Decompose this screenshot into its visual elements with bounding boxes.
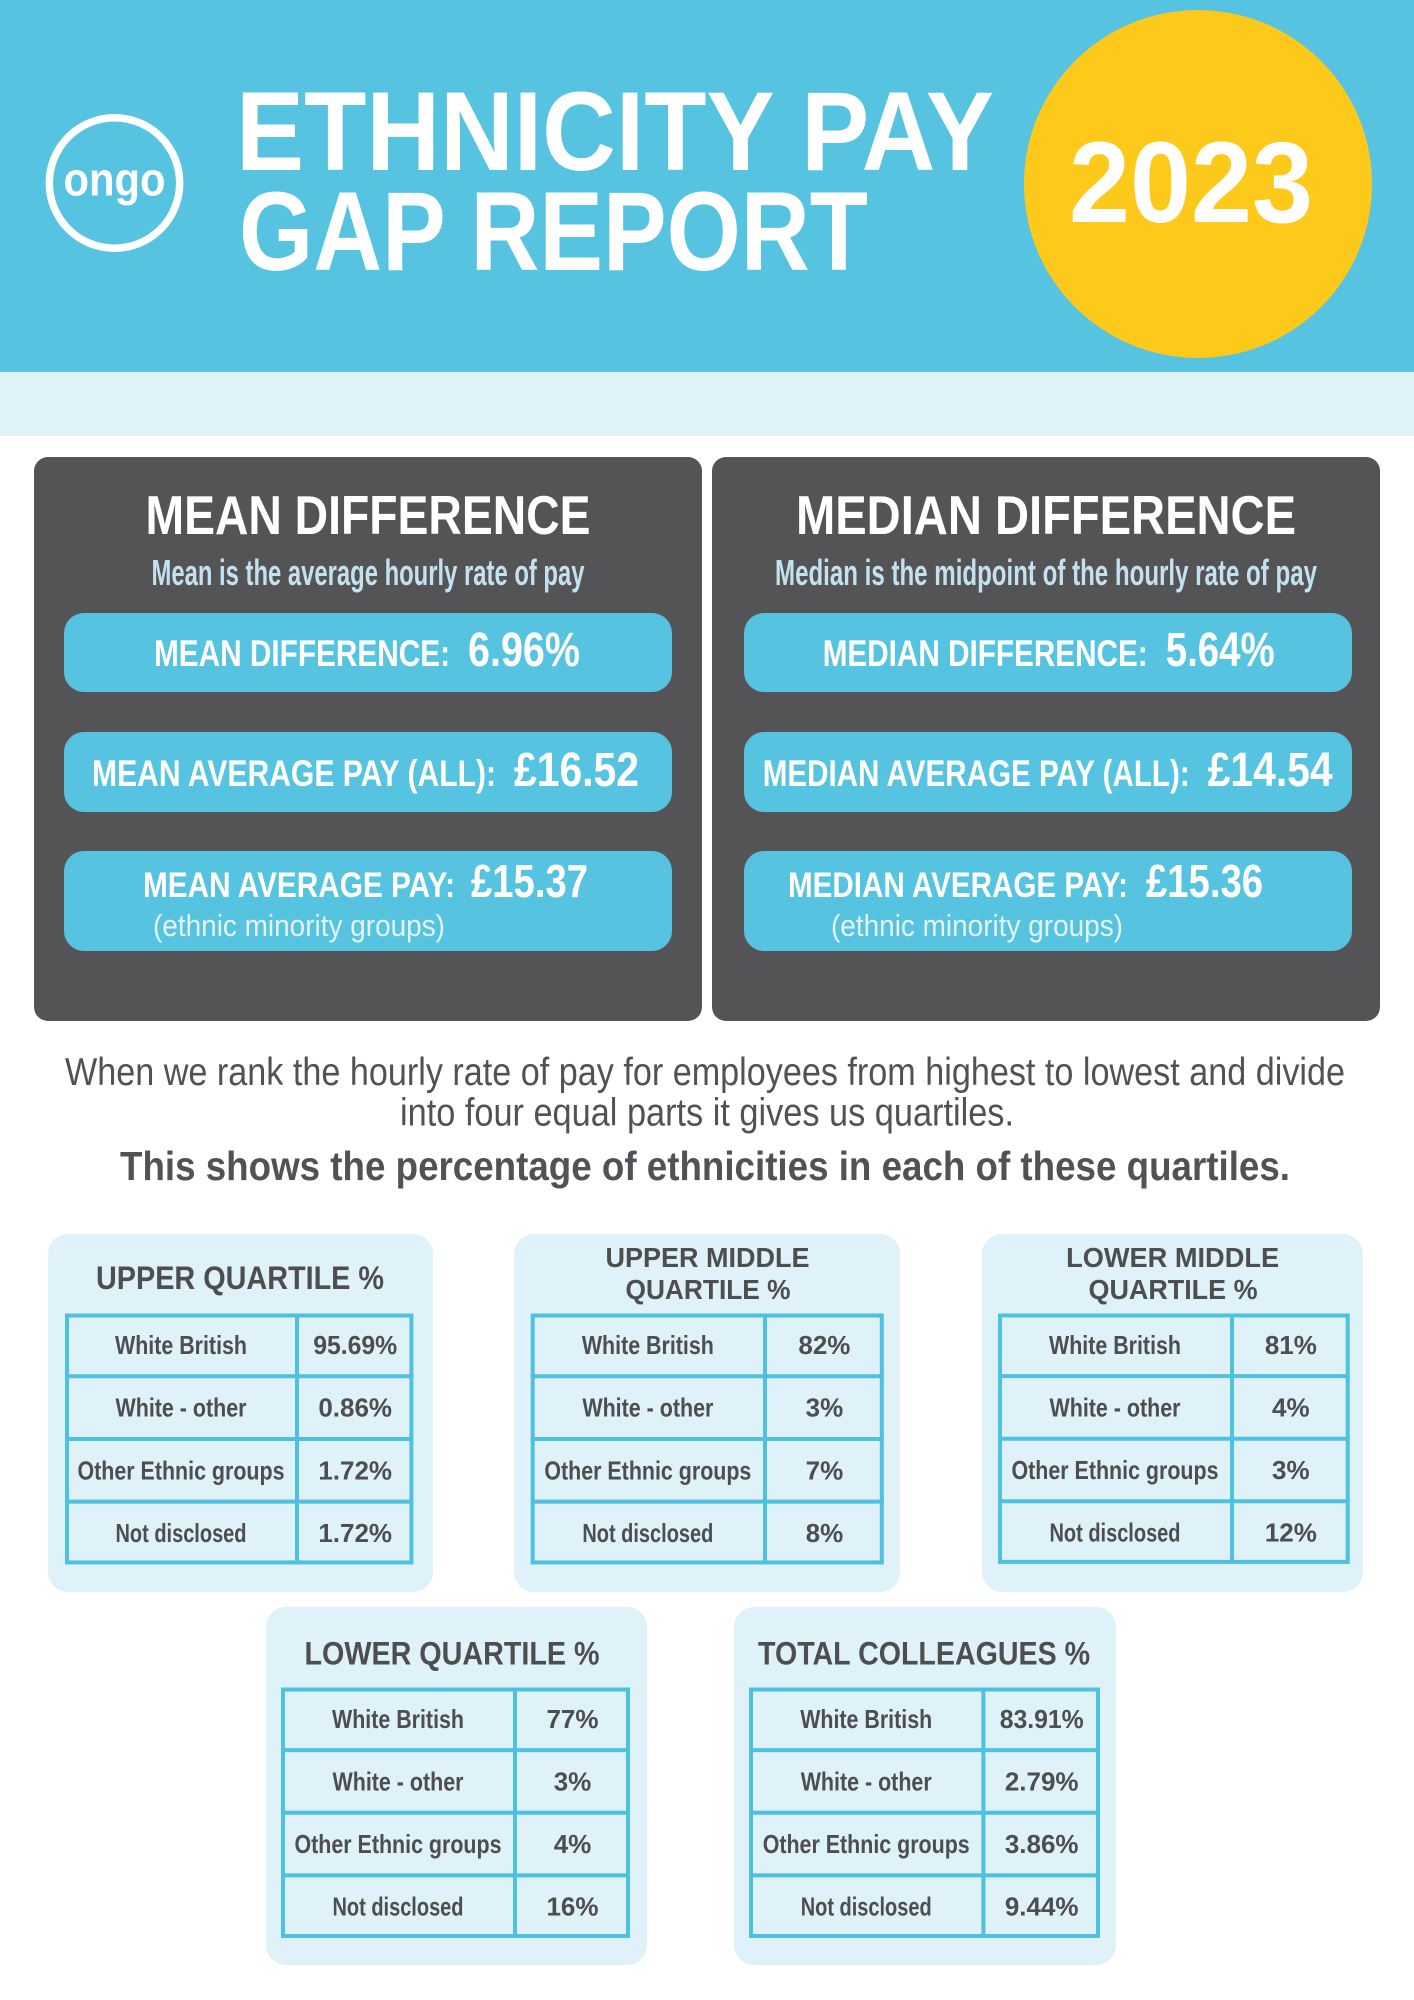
svg-text:£15.36: £15.36 — [1146, 855, 1263, 907]
svg-text:Not disclosed: Not disclosed — [333, 1892, 464, 1922]
svg-text:77%: 77% — [546, 1704, 598, 1734]
svg-text:95.69%: 95.69% — [313, 1330, 397, 1360]
svg-text:7%: 7% — [806, 1455, 844, 1485]
svg-text:into four equal parts it gives: into four equal parts it gives us quarti… — [400, 1092, 1014, 1135]
svg-text:White British: White British — [115, 1330, 247, 1360]
svg-text:LOWER QUARTILE %: LOWER QUARTILE % — [305, 1636, 600, 1672]
svg-text:£16.52: £16.52 — [514, 744, 639, 797]
svg-text:MEDIAN AVERAGE PAY:: MEDIAN AVERAGE PAY: — [788, 866, 1128, 905]
svg-text:0.86%: 0.86% — [318, 1393, 392, 1423]
svg-text:2023: 2023 — [1069, 119, 1313, 247]
svg-text:QUARTILE %: QUARTILE % — [1089, 1274, 1258, 1305]
svg-text:White - other: White - other — [582, 1393, 713, 1423]
svg-text:3%: 3% — [554, 1766, 592, 1796]
svg-text:9.44%: 9.44% — [1005, 1892, 1079, 1922]
svg-text:3%: 3% — [1272, 1455, 1310, 1485]
svg-text:White - other: White - other — [801, 1766, 932, 1796]
svg-text:(ethnic minority groups): (ethnic minority groups) — [831, 908, 1123, 943]
svg-text:ETHNICITY PAY: ETHNICITY PAY — [236, 69, 994, 194]
svg-text:QUARTILE %: QUARTILE % — [626, 1274, 791, 1305]
svg-text:Other Ethnic groups: Other Ethnic groups — [544, 1455, 751, 1485]
svg-text:When we rank the hourly rate o: When we rank the hourly rate of pay for … — [65, 1051, 1345, 1094]
svg-text:£14.54: £14.54 — [1208, 744, 1333, 797]
svg-text:Median is the midpoint of the: Median is the midpoint of the hourly rat… — [775, 552, 1317, 593]
svg-text:TOTAL COLLEAGUES %: TOTAL COLLEAGUES % — [758, 1636, 1090, 1672]
svg-text:2.79%: 2.79% — [1005, 1766, 1079, 1796]
svg-text:White British: White British — [800, 1704, 932, 1734]
svg-text:£15.37: £15.37 — [471, 855, 588, 907]
svg-text:Other Ethnic groups: Other Ethnic groups — [295, 1829, 502, 1859]
svg-text:White - other: White - other — [1050, 1392, 1181, 1422]
svg-text:GAP REPORT: GAP REPORT — [239, 169, 868, 294]
svg-text:White British: White British — [1049, 1330, 1181, 1360]
svg-text:Other Ethnic groups: Other Ethnic groups — [78, 1455, 285, 1485]
svg-text:83.91%: 83.91% — [1000, 1704, 1084, 1734]
svg-text:Mean is the average hourly rat: Mean is the average hourly rate of pay — [152, 552, 585, 593]
svg-text:MEAN DIFFERENCE:: MEAN DIFFERENCE: — [154, 633, 450, 674]
svg-text:Other Ethnic groups: Other Ethnic groups — [1012, 1455, 1219, 1485]
svg-text:This shows the percentage of e: This shows the percentage of ethnicities… — [120, 1143, 1290, 1189]
svg-text:UPPER MIDDLE: UPPER MIDDLE — [606, 1242, 810, 1273]
svg-text:81%: 81% — [1265, 1330, 1317, 1360]
svg-text:MEAN AVERAGE PAY:: MEAN AVERAGE PAY: — [143, 866, 455, 905]
svg-text:White British: White British — [582, 1330, 714, 1360]
svg-text:MEAN DIFFERENCE: MEAN DIFFERENCE — [146, 484, 591, 546]
svg-text:5.64%: 5.64% — [1166, 624, 1275, 677]
svg-text:ongo: ongo — [64, 152, 166, 205]
svg-text:3.86%: 3.86% — [1005, 1829, 1079, 1859]
svg-text:MEAN AVERAGE PAY (ALL):: MEAN AVERAGE PAY (ALL): — [92, 753, 496, 794]
svg-text:4%: 4% — [554, 1829, 592, 1859]
svg-text:White - other: White - other — [116, 1393, 247, 1423]
svg-text:4%: 4% — [1272, 1392, 1310, 1422]
svg-text:UPPER QUARTILE %: UPPER QUARTILE % — [96, 1260, 384, 1296]
svg-text:16%: 16% — [546, 1892, 598, 1922]
svg-text:Not disclosed: Not disclosed — [582, 1518, 713, 1548]
svg-text:Not disclosed: Not disclosed — [801, 1892, 932, 1922]
svg-text:Not disclosed: Not disclosed — [1050, 1518, 1181, 1548]
svg-text:LOWER MIDDLE: LOWER MIDDLE — [1066, 1242, 1279, 1273]
svg-text:MEDIAN DIFFERENCE:: MEDIAN DIFFERENCE: — [823, 633, 1148, 674]
svg-text:MEDIAN DIFFERENCE: MEDIAN DIFFERENCE — [796, 484, 1296, 546]
svg-text:White British: White British — [332, 1704, 464, 1734]
svg-text:(ethnic minority groups): (ethnic minority groups) — [153, 908, 445, 943]
svg-text:1.72%: 1.72% — [318, 1455, 392, 1485]
svg-text:12%: 12% — [1265, 1518, 1317, 1548]
svg-text:Other Ethnic groups: Other Ethnic groups — [763, 1829, 970, 1859]
svg-text:8%: 8% — [806, 1518, 844, 1548]
svg-text:White - other: White - other — [333, 1766, 464, 1796]
svg-text:82%: 82% — [798, 1330, 850, 1360]
svg-text:6.96%: 6.96% — [468, 624, 580, 677]
svg-text:3%: 3% — [806, 1393, 844, 1423]
svg-text:Not disclosed: Not disclosed — [116, 1518, 247, 1548]
svg-text:1.72%: 1.72% — [318, 1518, 392, 1548]
svg-text:MEDIAN AVERAGE PAY (ALL):: MEDIAN AVERAGE PAY (ALL): — [763, 753, 1190, 794]
